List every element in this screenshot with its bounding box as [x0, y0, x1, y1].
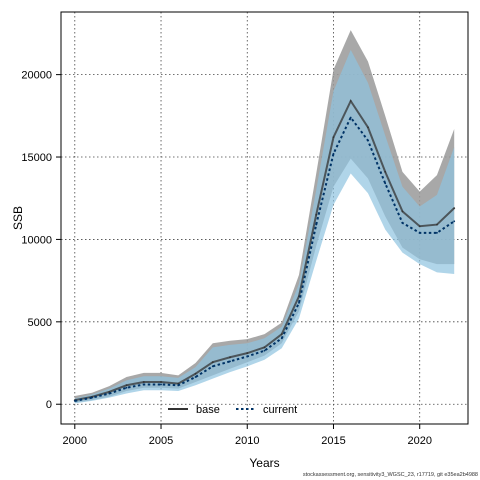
point-current-2022 — [453, 220, 456, 223]
x-axis-title: Years — [249, 456, 279, 470]
point-base-2022 — [453, 207, 456, 210]
plot-frame — [60, 11, 469, 425]
point-current-2013 — [298, 301, 300, 304]
point-base-2020 — [418, 225, 421, 228]
point-current-2016 — [349, 116, 352, 119]
point-current-2004 — [142, 383, 145, 386]
point-current-2000 — [73, 400, 76, 402]
point-current-2021 — [436, 231, 438, 234]
x-tick-label-2015: 2015 — [321, 435, 345, 447]
legend-label-current: current — [263, 404, 297, 416]
point-current-2015 — [332, 152, 335, 155]
point-base-2016 — [349, 100, 352, 102]
point-base-2004 — [142, 381, 145, 383]
y-tick-label-5000: 5000 — [28, 317, 52, 329]
point-base-2010 — [246, 352, 249, 355]
point-base-2008 — [211, 361, 214, 364]
y-axis-title: SSB — [11, 206, 25, 230]
line-current — [74, 115, 455, 402]
point-current-2010 — [246, 355, 249, 358]
point-base-2012 — [280, 333, 283, 336]
point-base-2021 — [436, 223, 438, 226]
axis-ticks: 2000 2005 2010 2015 2020 0 5000 10000 15000 20000 — [21, 70, 432, 447]
point-current-2002 — [108, 392, 111, 395]
point-base-2018 — [384, 170, 387, 173]
point-base-2009 — [229, 356, 231, 359]
point-current-2014 — [315, 223, 318, 226]
point-base-2011 — [263, 346, 266, 349]
point-base-2005 — [160, 381, 162, 383]
point-current-2018 — [384, 182, 387, 185]
point-base-2015 — [332, 136, 335, 139]
point-current-2012 — [280, 337, 283, 340]
point-current-2007 — [194, 376, 197, 378]
point-current-2020 — [418, 231, 421, 234]
point-base-2014 — [315, 213, 318, 216]
x-tick-label-2020: 2020 — [407, 435, 431, 447]
series-lines — [73, 98, 456, 402]
point-base-2019 — [401, 210, 404, 213]
x-tick-label-2005: 2005 — [149, 435, 173, 447]
point-base-2003 — [125, 384, 128, 387]
point-current-2011 — [263, 349, 266, 352]
point-current-2017 — [367, 139, 369, 142]
point-current-2008 — [211, 365, 214, 368]
point-base-2017 — [367, 126, 369, 129]
point-current-2006 — [177, 384, 180, 387]
caption: stockassessment.org, sensitivity3_WGSC_2… — [303, 472, 478, 478]
legend-label-base: base — [196, 404, 220, 416]
y-tick-label-20000: 20000 — [21, 70, 52, 82]
point-current-2001 — [91, 396, 93, 399]
point-current-2003 — [125, 386, 128, 389]
y-tick-label-0: 0 — [46, 399, 52, 411]
x-tick-label-2010: 2010 — [235, 435, 259, 447]
confidence-bands — [74, 30, 455, 404]
legend: base current — [168, 404, 297, 416]
point-base-2007 — [194, 372, 197, 375]
point-current-2009 — [229, 360, 231, 363]
band-current — [74, 49, 455, 404]
point-current-2005 — [160, 383, 162, 386]
y-tick-label-15000: 15000 — [21, 152, 52, 164]
x-tick-label-2000: 2000 — [63, 435, 87, 447]
y-tick-label-10000: 10000 — [21, 234, 52, 246]
point-current-2019 — [401, 222, 404, 224]
